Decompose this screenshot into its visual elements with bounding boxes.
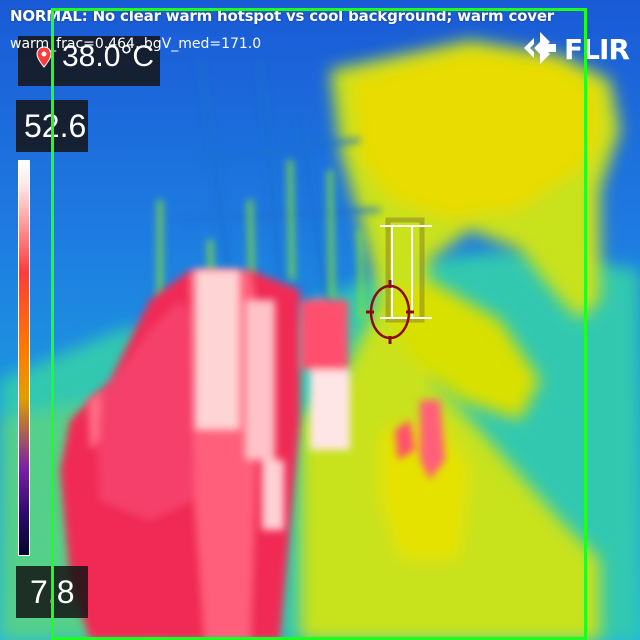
scale-max-value: 52.6	[24, 108, 87, 144]
brand-logo: FLIR	[520, 30, 630, 74]
metrics-readout: warm_frac=0.464, bgV_med=171.0	[10, 36, 262, 52]
detection-box	[51, 8, 587, 640]
map-pin-icon	[36, 46, 52, 68]
color-palette-scale	[18, 160, 30, 556]
crosshair-icon	[366, 217, 432, 344]
brand-name: FLIR	[564, 33, 630, 66]
spot-temperature-value: 38.0°C	[62, 40, 155, 73]
flir-logo-icon	[524, 32, 556, 64]
spot-temperature-readout: 38.0°C	[18, 36, 160, 86]
status-message: NORMAL: No clear warm hotspot vs cool ba…	[10, 7, 554, 25]
